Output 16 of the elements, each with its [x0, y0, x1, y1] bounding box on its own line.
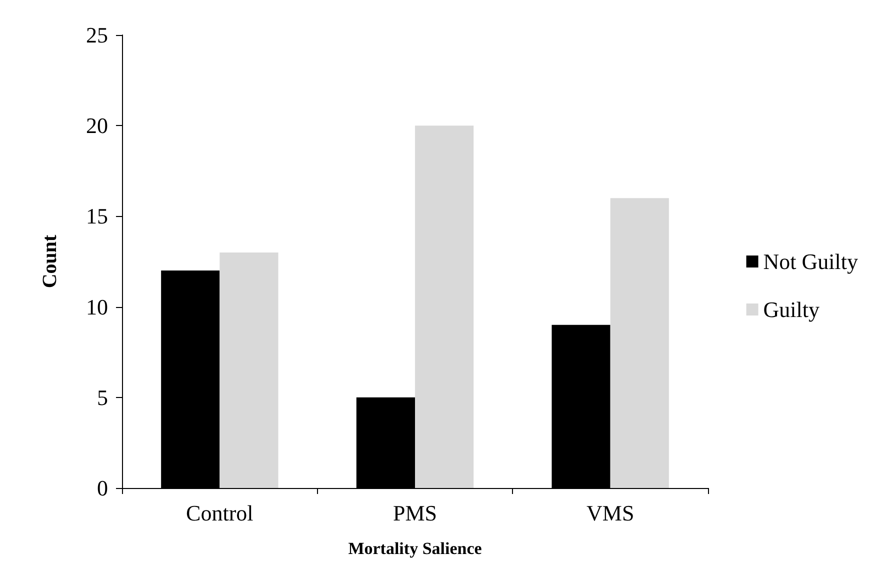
x-tick-label: Control	[186, 500, 254, 526]
bar	[610, 198, 669, 488]
x-tick-label: PMS	[392, 500, 438, 526]
y-tick-label: 25	[86, 22, 108, 48]
legend-label: Guilty	[763, 297, 820, 322]
y-tick-label: 15	[86, 204, 108, 229]
y-tick-label: 5	[97, 384, 108, 410]
y-tick-label: 10	[86, 294, 108, 320]
bar	[415, 126, 474, 488]
x-tick-label: VMS	[586, 500, 634, 526]
bar	[220, 252, 278, 488]
y-tick-label: 0	[97, 476, 108, 500]
legend-label: Not Guilty	[763, 249, 858, 274]
y-axis-title: Count	[39, 234, 61, 288]
x-axis-title: Mortality Salience	[348, 539, 482, 558]
y-tick-label: 20	[86, 113, 108, 138]
